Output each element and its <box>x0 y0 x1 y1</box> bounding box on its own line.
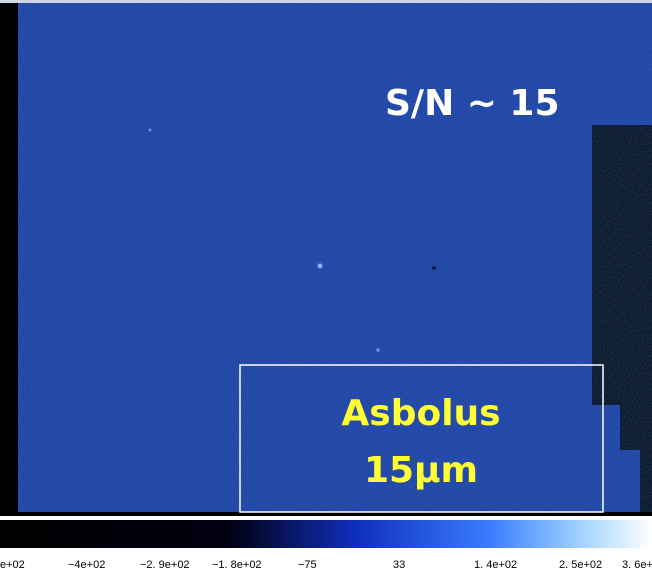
colorbar-label: 2. 5e+02 <box>559 559 602 571</box>
box-line: Asbolus <box>341 393 500 434</box>
colorbar-label: −4e+02 <box>68 559 105 571</box>
colorbar-label: −2. 9e+02 <box>140 559 190 571</box>
colorbar-label: 33 <box>393 559 405 571</box>
colorbar <box>0 520 652 548</box>
colorbar-label: e+02 <box>0 559 25 571</box>
annotation: S/N ~ 15 <box>385 83 560 124</box>
viewer: S/N ~ 15 Asbolus 15μm e+02 −4e+02 −2. 9e+0… <box>0 0 652 576</box>
top-edge <box>0 0 652 3</box>
star <box>376 348 380 352</box>
colorbar-label: −1. 8e+02 <box>212 559 262 571</box>
star <box>149 129 152 132</box>
scene: S/N ~ 15 Asbolus 15μm e+02 −4e+02 −2. 9e+0… <box>0 0 652 576</box>
colorbar-label: −75 <box>298 559 317 571</box>
separator <box>0 516 652 520</box>
star <box>318 264 323 269</box>
image-noise <box>18 3 652 512</box>
colorbar-label: 1. 4e+02 <box>474 559 517 571</box>
column-artifact <box>357 3 359 512</box>
colorbar-label: 3. 6e+02 <box>622 559 652 571</box>
dark-spot <box>432 266 436 270</box>
box-line: 15μm <box>364 450 478 491</box>
